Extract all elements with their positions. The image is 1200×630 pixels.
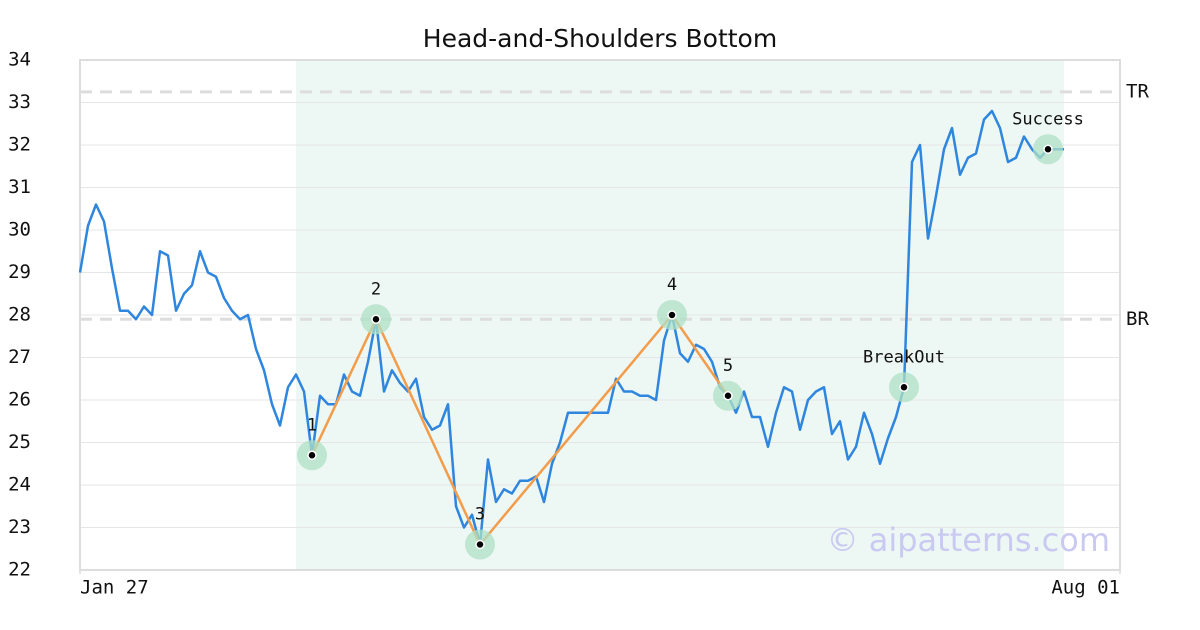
pattern-point [307,450,317,460]
event-point [1043,144,1053,154]
pattern-point [723,391,733,401]
event-point [899,382,909,392]
pattern-label: 2 [371,279,381,299]
pattern-point [667,310,677,320]
y-tick-label: 27 [8,346,31,368]
x-tick-label: Aug 01 [1051,577,1120,599]
pattern-label: 1 [307,415,317,435]
y-tick-label: 30 [8,219,31,241]
price-line [78,109,1064,546]
chart-title: Head-and-Shoulders Bottom [423,24,777,53]
watermark: © aipatterns.com [827,521,1110,559]
y-tick-label: 29 [8,261,31,283]
pattern-label: 5 [723,356,733,376]
y-tick-label: 22 [8,559,31,581]
pattern-point [371,314,381,324]
y-tick-label: 33 [8,91,31,113]
y-tick-label: 23 [8,516,31,538]
y-tick-label: 31 [8,176,31,198]
pattern-point [475,539,485,550]
y-tick-label: 24 [8,474,31,496]
event-label: Success [1012,109,1084,129]
plot-border [79,59,1121,571]
y-tick-label: 28 [8,304,31,326]
y-tick-label: 32 [8,134,31,156]
y-tick-label: 34 [8,49,31,71]
y-tick-label: 26 [8,389,31,411]
level-label: BR [1126,308,1149,330]
event-label: BreakOut [863,347,945,367]
level-label: TR [1126,80,1149,102]
pattern-label: 4 [667,275,677,295]
y-tick-label: 25 [8,431,31,453]
pattern-label: 3 [475,505,485,525]
x-tick-label: Jan 27 [80,577,149,599]
